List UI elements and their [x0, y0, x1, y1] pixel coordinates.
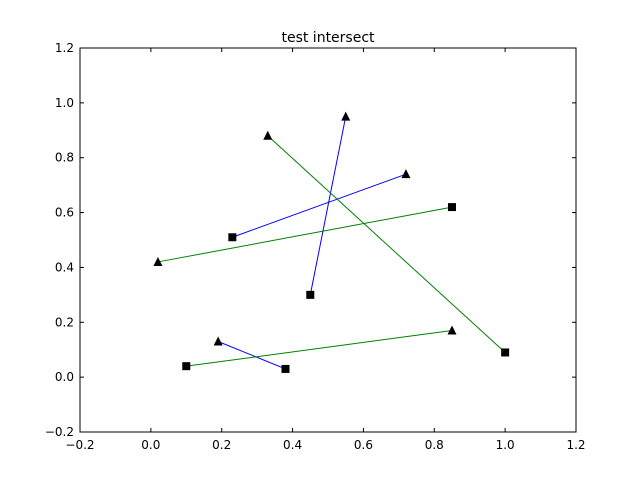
x-tick-label: 1.2: [566, 438, 585, 452]
square-marker-4-end: [501, 348, 510, 357]
segment-line-6: [186, 330, 453, 367]
triangle-marker-5-start: [213, 336, 223, 346]
y-tick-label: 0.6: [55, 206, 74, 220]
square-marker-5-end: [281, 364, 290, 373]
segment-line-5: [217, 341, 286, 370]
x-tick-label: 0.6: [354, 438, 373, 452]
x-tick-label: 0.0: [141, 438, 160, 452]
y-tick-label: 0.4: [55, 260, 74, 274]
y-tick-label: 1.0: [55, 96, 74, 110]
chart-title: test intersect: [281, 30, 375, 46]
square-marker-6-start: [182, 362, 191, 371]
plot-frame: [79, 47, 577, 433]
segment-line-3: [157, 206, 453, 263]
y-tick-label: 0.2: [55, 315, 74, 329]
markers-layer: [153, 111, 510, 373]
triangle-marker-6-end: [447, 325, 457, 335]
x-tick-label: 1.0: [496, 438, 515, 452]
square-marker-3-end: [448, 203, 456, 212]
x-tick-label: 0.4: [283, 438, 302, 452]
triangle-marker-1-end: [341, 111, 351, 121]
square-marker-1-start: [306, 290, 315, 299]
square-marker-2-start: [228, 233, 237, 242]
triangle-marker-3-start: [153, 256, 163, 266]
segment-line-1: [309, 116, 347, 295]
segments-layer: [157, 116, 506, 370]
y-tick-label: 0.8: [55, 151, 74, 165]
segment-line-2: [232, 173, 407, 238]
x-tick-label: −0.2: [65, 438, 94, 452]
x-tick-label: 0.2: [212, 438, 231, 452]
y-tick-label: 0.0: [55, 370, 74, 384]
ticks-layer: −0.2 0.0 0.2 0.4 0.6 0.8 1.0 1.2 −0.2 0.0 0.2 0.4 0.…: [45, 41, 586, 452]
segment-line-4: [267, 135, 506, 353]
y-tick-label: −0.2: [45, 425, 74, 439]
y-tick-label: 1.2: [55, 41, 74, 55]
triangle-marker-2-end: [401, 169, 411, 179]
x-tick-label: 0.8: [425, 438, 444, 452]
triangle-marker-4-start: [263, 130, 273, 140]
